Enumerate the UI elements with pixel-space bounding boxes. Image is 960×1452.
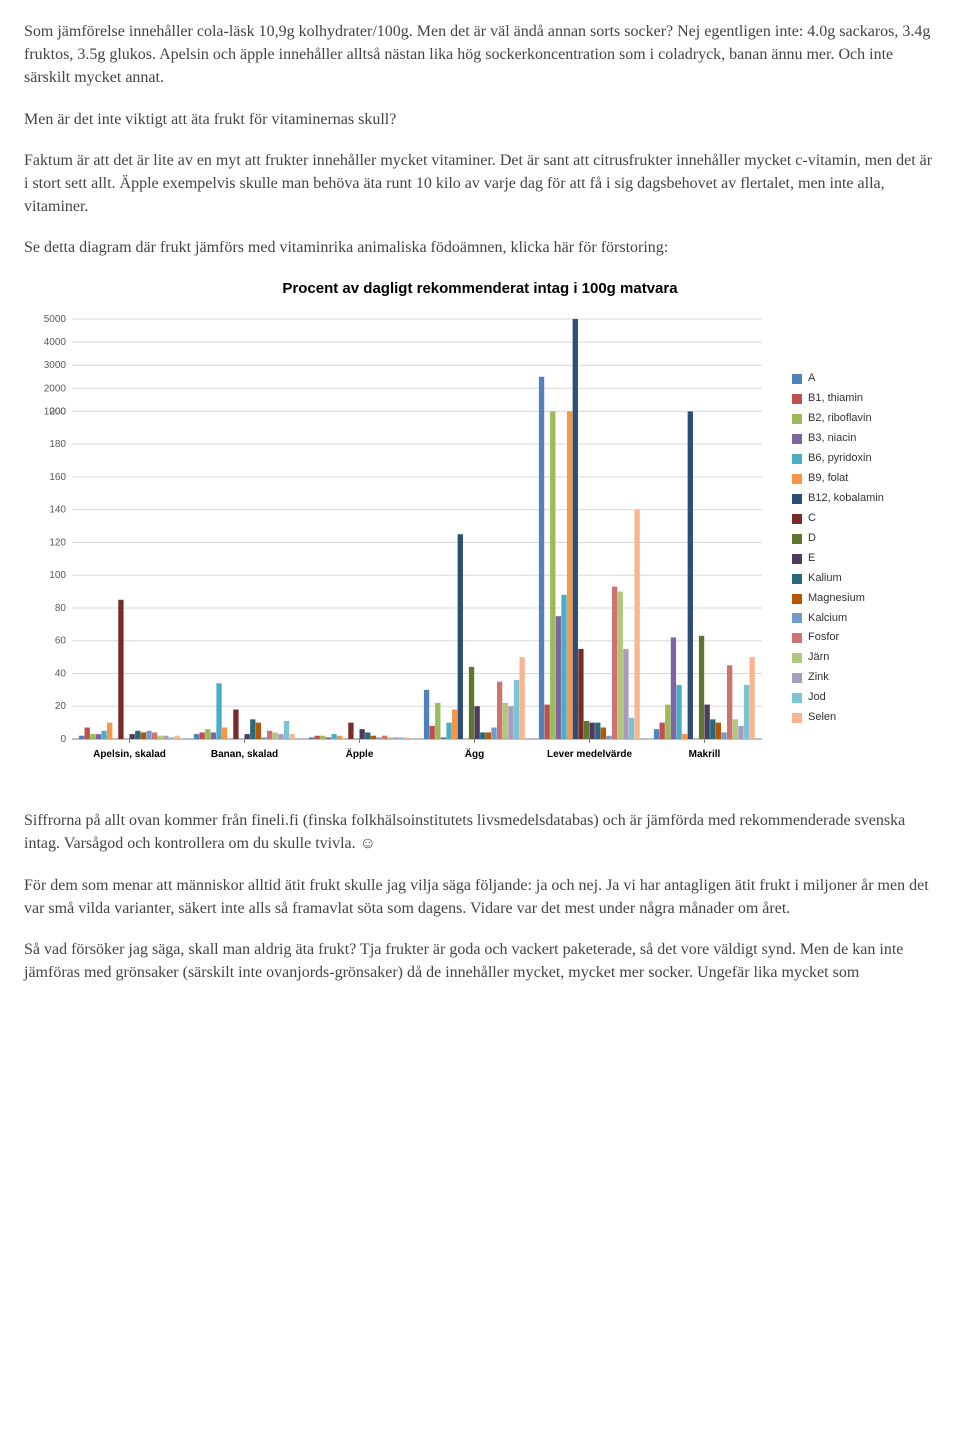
legend-label: D <box>808 531 816 547</box>
svg-text:20: 20 <box>55 701 67 712</box>
svg-text:Äpple: Äpple <box>346 747 374 760</box>
chart-plot: 5000400030002000100020018016014012010080… <box>24 311 774 781</box>
svg-text:100: 100 <box>49 570 66 581</box>
svg-text:180: 180 <box>49 439 66 450</box>
legend-item: Järn <box>792 650 884 666</box>
svg-text:Lever medelvärde: Lever medelvärde <box>547 749 632 760</box>
legend-label: E <box>808 551 815 567</box>
legend-swatch <box>792 374 802 384</box>
svg-text:2000: 2000 <box>44 384 67 395</box>
svg-text:200: 200 <box>49 407 66 418</box>
legend-swatch <box>792 713 802 723</box>
legend-swatch <box>792 474 802 484</box>
legend-swatch <box>792 693 802 703</box>
legend-label: Kalium <box>808 571 842 587</box>
svg-text:120: 120 <box>49 538 66 549</box>
legend-swatch <box>792 653 802 663</box>
legend-item: Jod <box>792 690 884 706</box>
legend-swatch <box>792 574 802 584</box>
legend-swatch <box>792 434 802 444</box>
legend-swatch <box>792 633 802 643</box>
body-paragraph-3: Faktum är att det är lite av en myt att … <box>24 149 936 219</box>
legend-item: C <box>792 511 884 527</box>
legend-label: B6, pyridoxin <box>808 451 872 467</box>
legend-item: Selen <box>792 710 884 726</box>
svg-text:Makrill: Makrill <box>689 749 721 760</box>
legend-swatch <box>792 673 802 683</box>
vitamin-chart: Procent av dagligt rekommenderat intag i… <box>24 278 936 782</box>
legend-item: B3, niacin <box>792 431 884 447</box>
legend-label: Selen <box>808 710 836 726</box>
svg-text:80: 80 <box>55 603 67 614</box>
svg-text:3000: 3000 <box>44 360 67 371</box>
legend-item: Fosfor <box>792 630 884 646</box>
legend-label: B2, riboflavin <box>808 411 872 427</box>
legend-item: Zink <box>792 670 884 686</box>
legend-item: A <box>792 371 884 387</box>
legend-swatch <box>792 414 802 424</box>
legend-label: B9, folat <box>808 471 848 487</box>
legend-swatch <box>792 534 802 544</box>
legend-swatch <box>792 613 802 623</box>
legend-label: Jod <box>808 690 826 706</box>
svg-text:Apelsin, skalad: Apelsin, skalad <box>93 749 166 760</box>
chart-title: Procent av dagligt rekommenderat intag i… <box>24 278 936 300</box>
legend-swatch <box>792 554 802 564</box>
legend-swatch <box>792 454 802 464</box>
body-paragraph-5-text: Siffrorna på allt ovan kommer från finel… <box>24 812 905 852</box>
legend-item: Kalium <box>792 571 884 587</box>
legend-item: D <box>792 531 884 547</box>
svg-text:140: 140 <box>49 505 66 516</box>
legend-label: Fosfor <box>808 630 839 646</box>
legend-item: B6, pyridoxin <box>792 451 884 467</box>
legend-item: Magnesium <box>792 591 884 607</box>
svg-text:160: 160 <box>49 472 66 483</box>
legend-item: Kalcium <box>792 611 884 627</box>
legend-label: Magnesium <box>808 591 865 607</box>
legend-label: A <box>808 371 815 387</box>
legend-item: B2, riboflavin <box>792 411 884 427</box>
svg-text:40: 40 <box>55 669 67 680</box>
body-paragraph-6: För dem som menar att människor alltid ä… <box>24 874 936 920</box>
svg-text:Ägg: Ägg <box>465 747 484 760</box>
legend-label: Järn <box>808 650 829 666</box>
legend-swatch <box>792 594 802 604</box>
legend-item: B1, thiamin <box>792 391 884 407</box>
legend-item: E <box>792 551 884 567</box>
chart-legend: A B1, thiamin B2, riboflavin B3, niacin B6, … <box>792 371 884 730</box>
svg-text:4000: 4000 <box>44 337 67 348</box>
legend-swatch <box>792 514 802 524</box>
smiley-icon: ☺ <box>360 835 376 852</box>
svg-text:0: 0 <box>60 734 66 745</box>
svg-text:5000: 5000 <box>44 314 67 325</box>
legend-item: B9, folat <box>792 471 884 487</box>
body-paragraph-4: Se detta diagram där frukt jämförs med v… <box>24 236 936 259</box>
legend-label: B1, thiamin <box>808 391 863 407</box>
body-paragraph-2: Men är det inte viktigt att äta frukt fö… <box>24 108 936 131</box>
legend-swatch <box>792 494 802 504</box>
legend-label: B3, niacin <box>808 431 856 447</box>
body-paragraph-1: Som jämförelse innehåller cola-läsk 10,9… <box>24 20 936 90</box>
legend-label: Zink <box>808 670 829 686</box>
body-paragraph-7: Så vad försöker jag säga, skall man aldr… <box>24 938 936 984</box>
legend-label: B12, kobalamin <box>808 491 884 507</box>
legend-swatch <box>792 394 802 404</box>
svg-text:Banan, skalad: Banan, skalad <box>211 749 278 760</box>
legend-label: C <box>808 511 816 527</box>
legend-label: Kalcium <box>808 611 847 627</box>
legend-item: B12, kobalamin <box>792 491 884 507</box>
svg-text:60: 60 <box>55 636 67 647</box>
body-paragraph-5: Siffrorna på allt ovan kommer från finel… <box>24 809 936 855</box>
